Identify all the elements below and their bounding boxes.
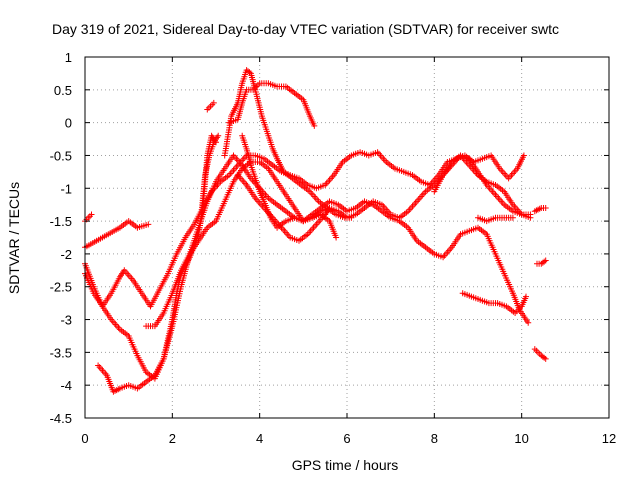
series-track-j [226, 80, 318, 129]
y-tick-label: -2 [60, 247, 72, 262]
x-tick-label: 2 [169, 431, 176, 446]
x-tick-label: 0 [81, 431, 88, 446]
series-track-r [531, 346, 549, 362]
data-point-markers [226, 80, 318, 129]
series-track-g [193, 132, 222, 244]
data-point-markers [193, 132, 222, 244]
y-tick-label: -3.5 [50, 345, 72, 360]
y-tick-label: -4 [60, 378, 72, 393]
y-tick-label: 1 [65, 50, 72, 65]
chart-title: Day 319 of 2021, Sidereal Day-to-day VTE… [52, 21, 559, 37]
data-point-markers [459, 290, 529, 316]
data-point-markers [531, 346, 549, 362]
series-track-f [143, 159, 532, 330]
y-tick-label: -3 [60, 313, 72, 328]
x-tick-label: 4 [256, 431, 263, 446]
x-tick-label: 8 [431, 431, 438, 446]
x-tick-label: 6 [343, 431, 350, 446]
y-tick-label: -1.5 [50, 214, 72, 229]
series-track-q [534, 257, 549, 267]
data-point-markers [143, 159, 532, 330]
series-track-p [531, 205, 549, 215]
data-point-markers [431, 152, 534, 221]
series-track-o [459, 290, 529, 316]
series-track-h [204, 99, 217, 113]
y-tick-label: -0.5 [50, 148, 72, 163]
x-axis-label: GPS time / hours [292, 457, 399, 473]
data-point-markers [204, 99, 217, 113]
data-point-markers [239, 132, 340, 241]
x-axis-ticks: 0 2 4 6 8 10 12 [81, 57, 616, 446]
y-tick-label: -2.5 [50, 280, 72, 295]
data-point-markers [475, 214, 516, 225]
y-tick-label: 0 [65, 116, 72, 131]
y-tick-label: 0.5 [54, 83, 72, 98]
x-tick-label: 10 [514, 431, 528, 446]
y-axis-label: SDTVAR / TECUs [6, 182, 22, 294]
series-track-m [431, 152, 534, 221]
data-point-markers [531, 205, 549, 215]
series-track-n [475, 214, 516, 225]
y-tick-label: -1 [60, 181, 72, 196]
y-tick-label: -4.5 [50, 411, 72, 426]
y-axis-ticks: 1 0.5 0 -0.5 -1 -1.5 -2 -2.5 -3 -3.5 -4 -4.5 [50, 50, 609, 426]
x-tick-label: 12 [602, 431, 616, 446]
data-point-markers [534, 257, 549, 267]
series-track-l [239, 132, 340, 241]
